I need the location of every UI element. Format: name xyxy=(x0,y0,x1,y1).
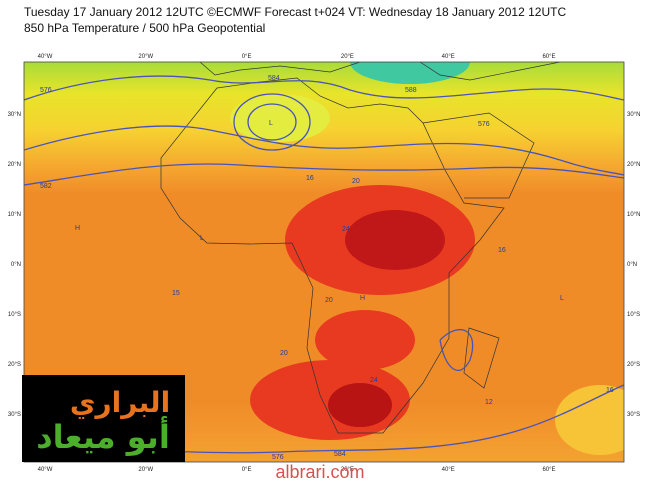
header-line1: Tuesday 17 January 2012 12UTC ©ECMWF For… xyxy=(24,5,566,19)
lat-label-left: 10°S xyxy=(8,312,21,318)
lon-label-bottom: 60°E xyxy=(542,467,555,473)
contour-label: 16 xyxy=(498,247,506,254)
cold-area xyxy=(350,62,470,84)
contour-label: 20 xyxy=(352,178,360,185)
contour-label: 576 xyxy=(272,454,284,461)
contour-label: 20 xyxy=(325,297,333,304)
lat-label-right: 0°N xyxy=(627,262,637,268)
contour-label: 24 xyxy=(342,226,350,233)
contour-label: H xyxy=(75,225,80,232)
contour-label: 20 xyxy=(280,350,288,357)
lat-label-right: 20°S xyxy=(627,362,640,368)
watermark-site: albrari.com xyxy=(275,462,364,481)
lon-label-top: 40°W xyxy=(38,54,53,60)
lat-label-right: 30°S xyxy=(627,412,640,418)
lon-label-bottom: 40°W xyxy=(38,467,53,473)
contour-label: L xyxy=(200,235,204,242)
lat-label-right: 30°N xyxy=(627,112,640,118)
axis-labels: 40°W 40°W 20°W 20°W 0°E 0°E 20°E 20°E 40°E 40°E 60… xyxy=(8,54,641,473)
cool-area xyxy=(555,385,624,455)
lat-label-left: 30°N xyxy=(8,112,21,118)
contour-label: 584 xyxy=(268,75,280,82)
lon-label-top: 20°W xyxy=(138,54,153,60)
lat-label-left: 0°N xyxy=(11,262,21,268)
lon-label-top: 60°E xyxy=(542,54,555,60)
lon-label-top: 20°E xyxy=(341,54,354,60)
warm-area xyxy=(315,310,415,370)
contour-label: L xyxy=(560,295,564,302)
lon-label-bottom: 40°E xyxy=(442,467,455,473)
lon-label-bottom: 20°W xyxy=(138,467,153,473)
lon-label-top: 0°E xyxy=(242,54,252,60)
cool-area xyxy=(230,94,330,142)
hot-area xyxy=(328,383,392,427)
lon-label-top: 40°E xyxy=(442,54,455,60)
lat-label-right: 10°N xyxy=(627,212,640,218)
contour-label: 16 xyxy=(306,175,314,182)
contour-labels: 576 584 L 582 16 20 24 16 15 20 20 24 12… xyxy=(40,75,614,461)
contour-label: 588 xyxy=(405,87,417,94)
coastlines xyxy=(160,62,561,434)
lat-label-left: 10°N xyxy=(8,212,21,218)
watermark-arabic1: البراري xyxy=(70,386,170,419)
watermark-arabic2: أبو ميعاد xyxy=(36,416,170,456)
contour-label: 12 xyxy=(485,399,493,406)
contour-label: 15 xyxy=(172,290,180,297)
contour-label: 584 xyxy=(334,451,346,458)
contour-label: H xyxy=(360,295,365,302)
lat-label-right: 20°N xyxy=(627,162,640,168)
lat-label-left: 30°S xyxy=(8,412,21,418)
lat-label-left: 20°N xyxy=(8,162,21,168)
contour-label: 576 xyxy=(40,87,52,94)
contour-label: 582 xyxy=(40,183,52,190)
map-frame xyxy=(23,61,625,463)
contour-label: 16 xyxy=(606,387,614,394)
hot-area xyxy=(345,210,445,270)
lat-label-left: 20°S xyxy=(8,362,21,368)
contour-label: L xyxy=(269,120,273,127)
contour-label: 24 xyxy=(370,377,378,384)
lon-label-bottom: 0°E xyxy=(242,467,252,473)
header-line2: 850 hPa Temperature / 500 hPa Geopotenti… xyxy=(24,21,265,35)
lat-label-right: 10°S xyxy=(627,312,640,318)
watermark-box xyxy=(22,375,185,462)
lon-label-bottom: 20°E xyxy=(341,467,354,473)
contour-label: 576 xyxy=(478,121,490,128)
